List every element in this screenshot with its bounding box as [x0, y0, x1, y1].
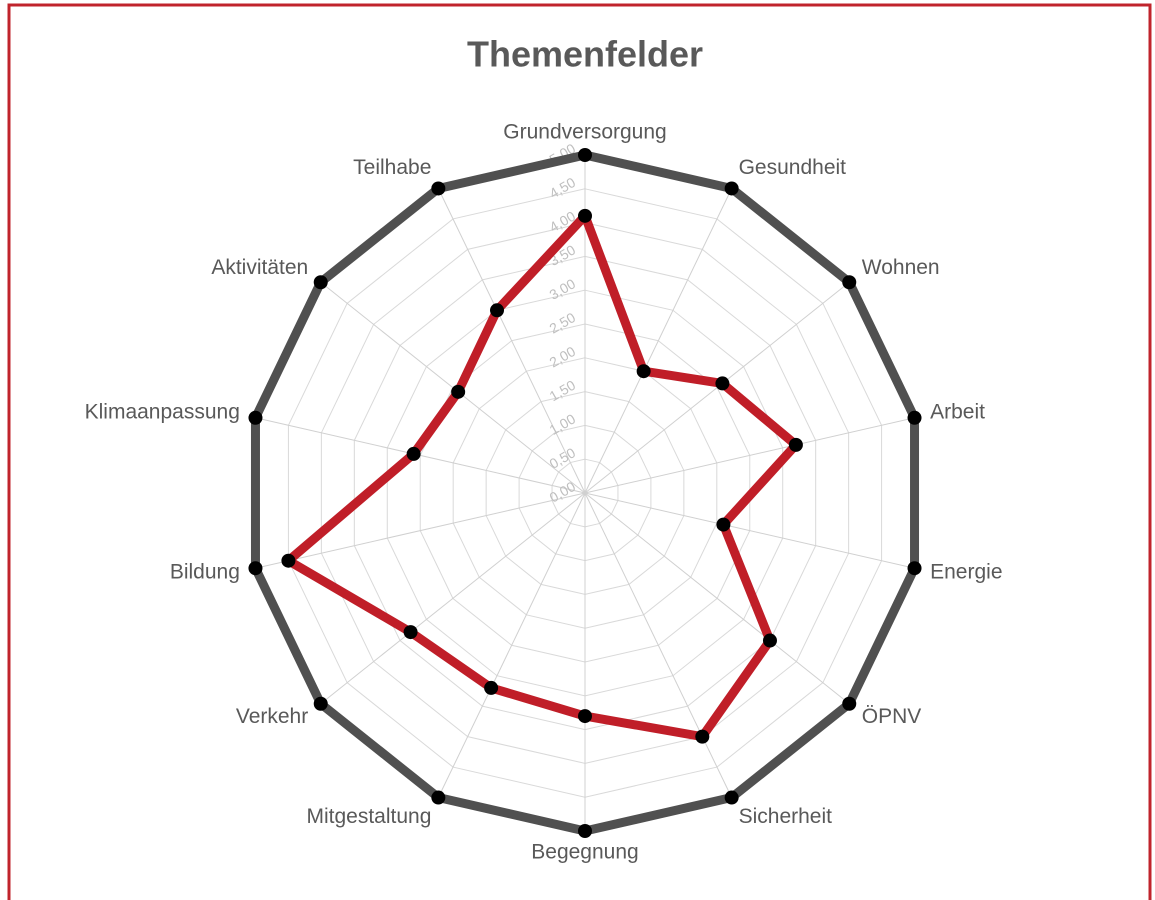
r-tick-label: 1,50 — [547, 377, 579, 405]
spoke — [255, 492, 586, 569]
category-label: Teilhabe — [353, 156, 431, 179]
marker — [716, 517, 731, 532]
spoke — [584, 417, 915, 494]
category-label: Arbeit — [930, 400, 985, 423]
chart-title: Themenfelder — [467, 34, 703, 75]
spoke — [437, 492, 586, 798]
marker — [636, 364, 651, 379]
r-tick-label: 3,00 — [547, 275, 579, 303]
marker — [578, 709, 592, 724]
spoke — [584, 492, 733, 798]
category-label: Klimaanpassung — [85, 400, 240, 423]
r-tick-label: 1,00 — [547, 410, 579, 438]
spoke — [584, 188, 733, 494]
spoke — [584, 492, 915, 569]
r-tick-label: 0,50 — [547, 444, 579, 472]
marker — [248, 410, 263, 425]
marker — [484, 680, 499, 695]
marker — [578, 824, 592, 838]
category-label: Verkehr — [236, 705, 308, 728]
marker — [724, 181, 739, 196]
spoke — [320, 492, 586, 705]
marker — [842, 696, 857, 711]
category-label: Wohnen — [862, 256, 940, 279]
category-label: Aktivitäten — [211, 256, 308, 279]
r-tick-label: 4,50 — [547, 174, 579, 202]
marker — [313, 696, 328, 711]
category-label: ÖPNV — [862, 705, 922, 728]
category-label: Sicherheit — [739, 805, 833, 828]
marker — [907, 561, 922, 576]
series-line — [283, 211, 801, 742]
marker — [842, 275, 857, 290]
marker — [281, 553, 296, 568]
category-label: Grundversorgung — [503, 121, 666, 144]
marker — [431, 181, 446, 196]
category-label: Gesundheit — [739, 156, 847, 179]
marker — [695, 729, 710, 744]
spoke — [584, 492, 850, 705]
marker — [762, 633, 777, 648]
marker — [788, 437, 803, 452]
frame — [7, 3, 1152, 900]
marker — [451, 384, 466, 399]
marker — [431, 790, 446, 805]
category-label: Mitgestaltung — [306, 805, 431, 828]
marker — [578, 148, 592, 162]
marker — [406, 446, 421, 461]
marker — [490, 303, 505, 318]
marker — [578, 208, 592, 223]
spoke — [437, 188, 586, 494]
marker — [907, 410, 922, 425]
category-label: Bildung — [170, 561, 240, 584]
marker — [313, 275, 328, 290]
marker — [403, 625, 418, 640]
r-tick-label: 2,50 — [547, 309, 579, 337]
category-label: Energie — [930, 561, 1002, 584]
marker — [715, 376, 730, 391]
marker — [724, 790, 739, 805]
r-tick-label: 2,00 — [547, 343, 579, 371]
marker — [248, 561, 263, 576]
category-label: Begegnung — [531, 841, 638, 864]
